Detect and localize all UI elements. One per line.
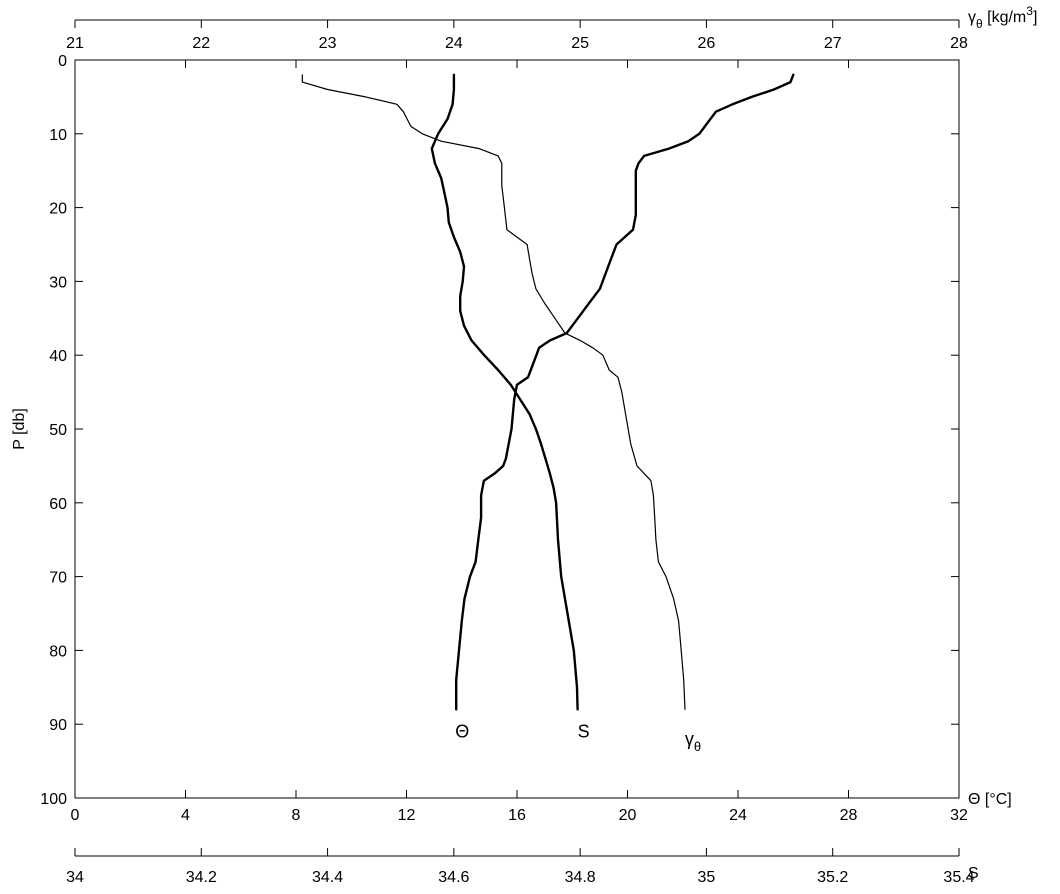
theta-tick-label: 8 [292, 807, 301, 824]
gamma-tick-label: 21 [66, 35, 84, 52]
y-tick-label: 70 [49, 570, 67, 587]
curve-label-theta: Θ [455, 722, 469, 742]
curve-label-gamma: γθ [685, 729, 701, 754]
gamma-tick-label: 27 [824, 35, 842, 52]
y-axis-label: P [db] [11, 408, 28, 450]
axis-ticks [74, 19, 960, 857]
y-tick-label: 80 [49, 643, 67, 660]
theta-axis-label: Θ [°C] [968, 791, 1012, 808]
y-tick-label: 100 [40, 791, 67, 808]
gamma-axis-label: γθ [kg/m3] [968, 4, 1037, 31]
plot-frame [74, 59, 960, 799]
gamma-tick-label: 22 [192, 35, 210, 52]
theta-tick-label: 4 [181, 807, 190, 824]
salinity-tick-label: 35 [698, 869, 716, 886]
gamma-tick-label: 23 [319, 35, 337, 52]
theta-tick-label: 32 [950, 807, 968, 824]
gamma-tick-label: 28 [950, 35, 968, 52]
gamma-tick-label: 25 [571, 35, 589, 52]
theta-tick-label: 0 [71, 807, 80, 824]
salinity-tick-label: 34.8 [565, 869, 596, 886]
salinity-axis-label: S [968, 865, 979, 882]
y-tick-label: 40 [49, 348, 67, 365]
curve-label-salinity: S [578, 722, 590, 742]
theta-tick-label: 12 [398, 807, 416, 824]
salinity-tick-label: 35.4 [943, 869, 974, 886]
salinity-tick-label: 34.4 [312, 869, 343, 886]
salinity-tick-label: 34.2 [186, 869, 217, 886]
gamma-tick-label: 24 [445, 35, 463, 52]
theta-tick-label: 16 [508, 807, 526, 824]
y-tick-label: 50 [49, 422, 67, 439]
y-tick-label: 30 [49, 274, 67, 291]
gamma-tick-label: 26 [698, 35, 716, 52]
y-tick-label: 0 [58, 53, 67, 70]
series-line-theta [455, 73, 795, 711]
series-line-gamma [301, 74, 686, 711]
theta-tick-label: 28 [840, 807, 858, 824]
salinity-tick-label: 34.6 [438, 869, 469, 886]
y-tick-label: 20 [49, 201, 67, 218]
theta-tick-label: 20 [619, 807, 637, 824]
salinity-tick-label: 34 [66, 869, 84, 886]
series-line-salinity [430, 73, 579, 711]
y-tick-label: 10 [49, 127, 67, 144]
theta-tick-label: 24 [729, 807, 747, 824]
profile-curves [301, 73, 795, 711]
y-tick-label: 90 [49, 717, 67, 734]
y-tick-label: 60 [49, 496, 67, 513]
salinity-tick-label: 35.2 [817, 869, 848, 886]
